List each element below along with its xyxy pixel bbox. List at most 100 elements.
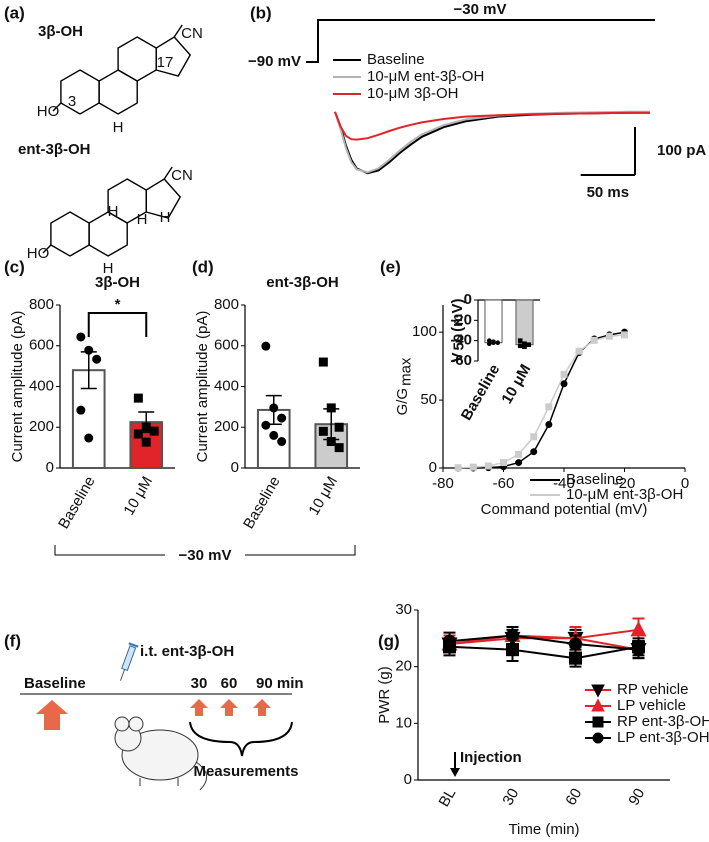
y-tick-label: -20: [450, 311, 472, 328]
y-tick-label: 50: [420, 391, 437, 408]
y-tick-label: 0: [464, 291, 472, 308]
bond: [163, 166, 173, 180]
atom-label: H: [108, 203, 119, 220]
atom-label: H: [113, 119, 124, 136]
ring: [155, 36, 192, 77]
atom-label: H: [160, 209, 171, 226]
series-line: [334, 110, 650, 174]
y-tick-label: 0: [404, 771, 412, 788]
x-tick-label: Baseline: [240, 473, 283, 531]
y-axis-label: Current amplitude (pA): [9, 311, 26, 463]
time-label: 30: [191, 675, 208, 692]
injection-label: i.t. ent-3β-OH: [140, 643, 234, 660]
x-tick-label: 10 μM: [305, 473, 341, 518]
data-point: [560, 370, 568, 378]
data-point: [443, 634, 456, 648]
data-point: [334, 443, 344, 453]
x-tick-label: 90: [625, 785, 648, 808]
data-point: [84, 345, 94, 355]
data-point: [560, 380, 568, 388]
legend-marker: [592, 716, 604, 728]
legend-label: RP vehicle: [617, 681, 688, 698]
data-point: [326, 437, 336, 447]
atom-label: HO: [27, 245, 50, 262]
legend-marker: [591, 684, 605, 698]
data-point: [575, 347, 583, 355]
data-point: [491, 340, 496, 346]
data-point: [277, 437, 287, 447]
atom-label: H: [137, 211, 148, 228]
ring: [60, 69, 100, 115]
data-point: [261, 341, 271, 351]
atom-label: CN: [171, 167, 193, 184]
scale-bar-label: 100 pA: [657, 142, 706, 159]
data-point: [149, 426, 159, 436]
atom-label: 3: [68, 93, 76, 110]
legend-marker: [591, 698, 605, 712]
y-axis-label: (mV): [449, 298, 466, 331]
y-tick-label: 20: [395, 658, 412, 675]
arrow: [190, 699, 208, 716]
bar: [515, 299, 534, 346]
data-point: [76, 405, 86, 415]
y-axis-label: V: [449, 353, 466, 363]
x-tick-label: 10 μM: [498, 361, 534, 406]
measurements-label: Measurements: [193, 763, 298, 780]
y-tick-label: 100: [412, 323, 437, 340]
data-point: [141, 437, 151, 447]
bond: [52, 102, 62, 112]
scale-bar-label: 50 ms: [587, 184, 630, 201]
x-tick-label: 30: [499, 785, 522, 808]
data-point: [76, 332, 86, 342]
y-tick-label: 800: [214, 296, 239, 313]
data-point: [506, 643, 519, 657]
data-point: [530, 433, 538, 441]
data-point: [569, 637, 582, 651]
atom-label: H: [103, 260, 114, 277]
bar: [484, 299, 503, 344]
bond: [173, 24, 183, 38]
panel-label: (e): [380, 257, 401, 276]
legend-label: RP ent-3β-OH: [617, 713, 709, 730]
time-label: 60: [221, 675, 238, 692]
atom-label: CN: [181, 25, 203, 42]
structure-name: ent-3β-OH: [18, 141, 91, 158]
series-line: [449, 634, 639, 651]
y-tick-label: 30: [395, 601, 412, 618]
significance-bracket: [87, 312, 148, 337]
y-tick-label: 0: [429, 459, 437, 476]
legend-marker: [592, 732, 604, 744]
timeline-diagram: Baseline i.t. ent-3β-OH 30 60 90 min Mea…: [20, 642, 304, 791]
data-point: [318, 357, 328, 367]
legend-label: LP ent-3β-OH: [617, 729, 709, 746]
legend-label: 10-μM ent-3β-OH: [367, 68, 484, 85]
panel-label: (d): [192, 257, 214, 276]
arrow: [220, 699, 238, 716]
series-line: [449, 645, 639, 660]
data-point: [605, 332, 613, 340]
bond: [42, 244, 52, 254]
series-line: [334, 111, 650, 141]
x-tick-label: 60: [562, 785, 585, 808]
significance-label: *: [115, 296, 121, 313]
y-axis-label: PWR (g): [376, 666, 393, 724]
mouse: [114, 716, 207, 791]
brace: [189, 721, 293, 757]
series-line: [449, 637, 639, 651]
voltage-protocol: [306, 19, 655, 63]
structure-name: 3β-OH: [38, 23, 83, 40]
ring: [98, 69, 138, 115]
ring: [117, 36, 157, 82]
annotation-arrow: [450, 768, 460, 777]
data-point: [569, 651, 582, 665]
y-axis-label: max: [398, 357, 415, 386]
data-point: [269, 403, 279, 413]
data-point: [621, 331, 628, 339]
protocol-label: −90 mV: [248, 53, 301, 70]
y-tick-label: 0: [46, 459, 54, 476]
y-tick-label: 600: [29, 337, 54, 354]
data-point: [517, 338, 523, 343]
ring: [145, 178, 182, 219]
data-point: [261, 420, 271, 430]
y-tick-label: 200: [214, 418, 239, 435]
